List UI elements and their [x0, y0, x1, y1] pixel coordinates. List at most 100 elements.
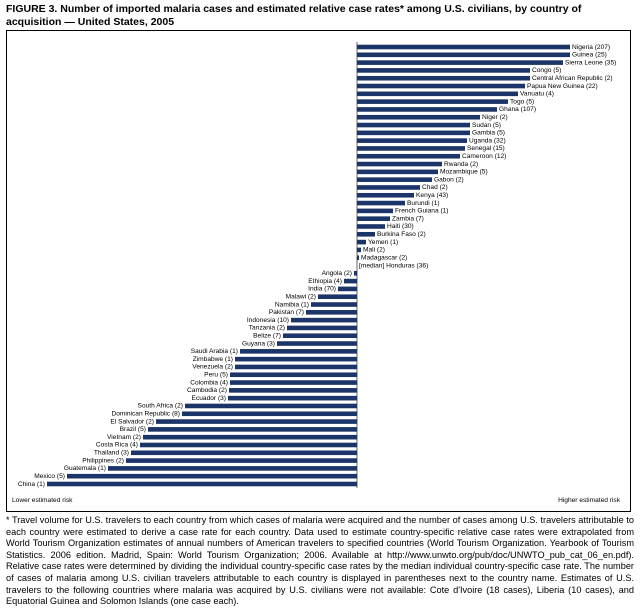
- high-risk-label: Higher estimated risk: [558, 497, 621, 504]
- category-label: Sierra Leone (35): [565, 59, 616, 66]
- category-label: Niger (2): [482, 114, 508, 121]
- bar: [357, 239, 366, 245]
- bar: [357, 185, 420, 190]
- bar: [357, 138, 467, 143]
- bar: [230, 372, 357, 378]
- chart: Lower estimated risk Higher estimated ri…: [6, 30, 631, 512]
- category-label: Burundi (1): [407, 200, 440, 207]
- category-label: China (1): [18, 481, 45, 488]
- bar: [357, 114, 480, 120]
- category-label: Malawi (2): [286, 293, 316, 300]
- category-label: Gambia (5): [472, 130, 505, 137]
- bar: [357, 60, 563, 65]
- bar: [240, 349, 357, 354]
- bar: [357, 208, 393, 214]
- bar: [357, 255, 359, 260]
- bar: [228, 395, 357, 401]
- bar: [357, 247, 361, 253]
- bar: [357, 99, 508, 104]
- category-label: Cambodia (2): [187, 387, 227, 394]
- category-label: Yemen (1): [368, 239, 398, 246]
- category-label: Papua New Guinea (22): [527, 83, 598, 90]
- bar: [357, 91, 518, 97]
- bar: [357, 216, 390, 221]
- bar: [357, 83, 525, 89]
- bar: [126, 458, 357, 463]
- category-label: El Salvador (2): [110, 418, 154, 425]
- category-label: South Africa (2): [138, 403, 183, 410]
- category-label: Indonesia (10): [247, 317, 289, 324]
- bar: [357, 44, 570, 50]
- category-label: Burkina Faso (2): [377, 231, 426, 238]
- category-label: Pakistan (7): [269, 309, 304, 316]
- category-label: Togo (5): [510, 98, 534, 105]
- category-label: Ghana (107): [499, 106, 536, 113]
- bar: [357, 122, 470, 128]
- category-label: Nigeria (207): [572, 44, 610, 51]
- category-label: Kenya (43): [416, 192, 448, 199]
- category-label: Chad (2): [422, 184, 448, 191]
- category-label: Venezuela (2): [192, 364, 233, 371]
- category-label: Congo (5): [532, 67, 561, 74]
- bar: [357, 177, 432, 182]
- bar: [67, 473, 357, 479]
- bar: [230, 380, 357, 385]
- bar: [235, 356, 357, 362]
- bar: [235, 364, 357, 370]
- category-label: Mexico (5): [34, 473, 65, 480]
- category-label: Dominican Republic (8): [111, 411, 180, 418]
- bar: [318, 294, 357, 300]
- bar: [354, 271, 357, 276]
- bar: [287, 325, 357, 331]
- bar: [229, 388, 357, 393]
- category-label: [median] Honduras (36): [359, 262, 428, 269]
- frame: [6, 30, 631, 512]
- bar: [156, 419, 357, 424]
- category-label: Madagascar (2): [361, 254, 407, 261]
- category-label: Costa Rica (4): [96, 442, 138, 449]
- category-label: Philippines (2): [82, 457, 124, 464]
- bar: [357, 146, 465, 151]
- category-label: Belize (7): [253, 332, 281, 339]
- bar: [357, 130, 470, 136]
- bar: [357, 52, 570, 58]
- bar: [311, 302, 357, 307]
- category-label: Haiti (30): [387, 223, 414, 230]
- category-label: Namibia (1): [275, 301, 309, 308]
- bar: [357, 68, 530, 73]
- category-label: Guinea (25): [572, 52, 607, 59]
- category-label: Colombia (4): [190, 379, 228, 386]
- category-label: Guyana (3): [242, 340, 275, 347]
- bar: [140, 442, 357, 448]
- bar: [185, 403, 357, 409]
- category-label: Saudi Arabia (1): [191, 348, 238, 355]
- category-label: Uganda (32): [469, 137, 506, 144]
- bar: [357, 200, 405, 206]
- category-label: Mali (2): [363, 247, 385, 254]
- bar: [357, 153, 460, 159]
- low-risk-label: Lower estimated risk: [12, 497, 73, 504]
- bar: [277, 341, 357, 346]
- bar: [338, 286, 357, 292]
- chart-title: FIGURE 3. Number of imported malaria cas…: [6, 3, 582, 28]
- category-label: Guatemala (1): [64, 465, 106, 472]
- bar: [283, 333, 357, 339]
- bar: [357, 192, 414, 198]
- bar: [148, 427, 357, 432]
- bar: [357, 107, 497, 112]
- category-label: Cameroon (12): [462, 153, 506, 160]
- category-label: Tanzania (2): [249, 325, 285, 332]
- bar: [182, 411, 357, 417]
- bar: [306, 310, 357, 315]
- bar: [344, 278, 357, 284]
- category-label: Brazil (5): [120, 426, 146, 433]
- bar: [108, 466, 357, 471]
- bar: [47, 481, 357, 487]
- category-label: Rwanda (2): [444, 161, 478, 168]
- category-label: Sudan (5): [472, 122, 501, 129]
- bar: [357, 75, 530, 81]
- category-label: Senegal (15): [467, 145, 505, 152]
- category-label: Vanuatu (4): [520, 91, 554, 98]
- category-label: Ecuador (3): [192, 395, 226, 402]
